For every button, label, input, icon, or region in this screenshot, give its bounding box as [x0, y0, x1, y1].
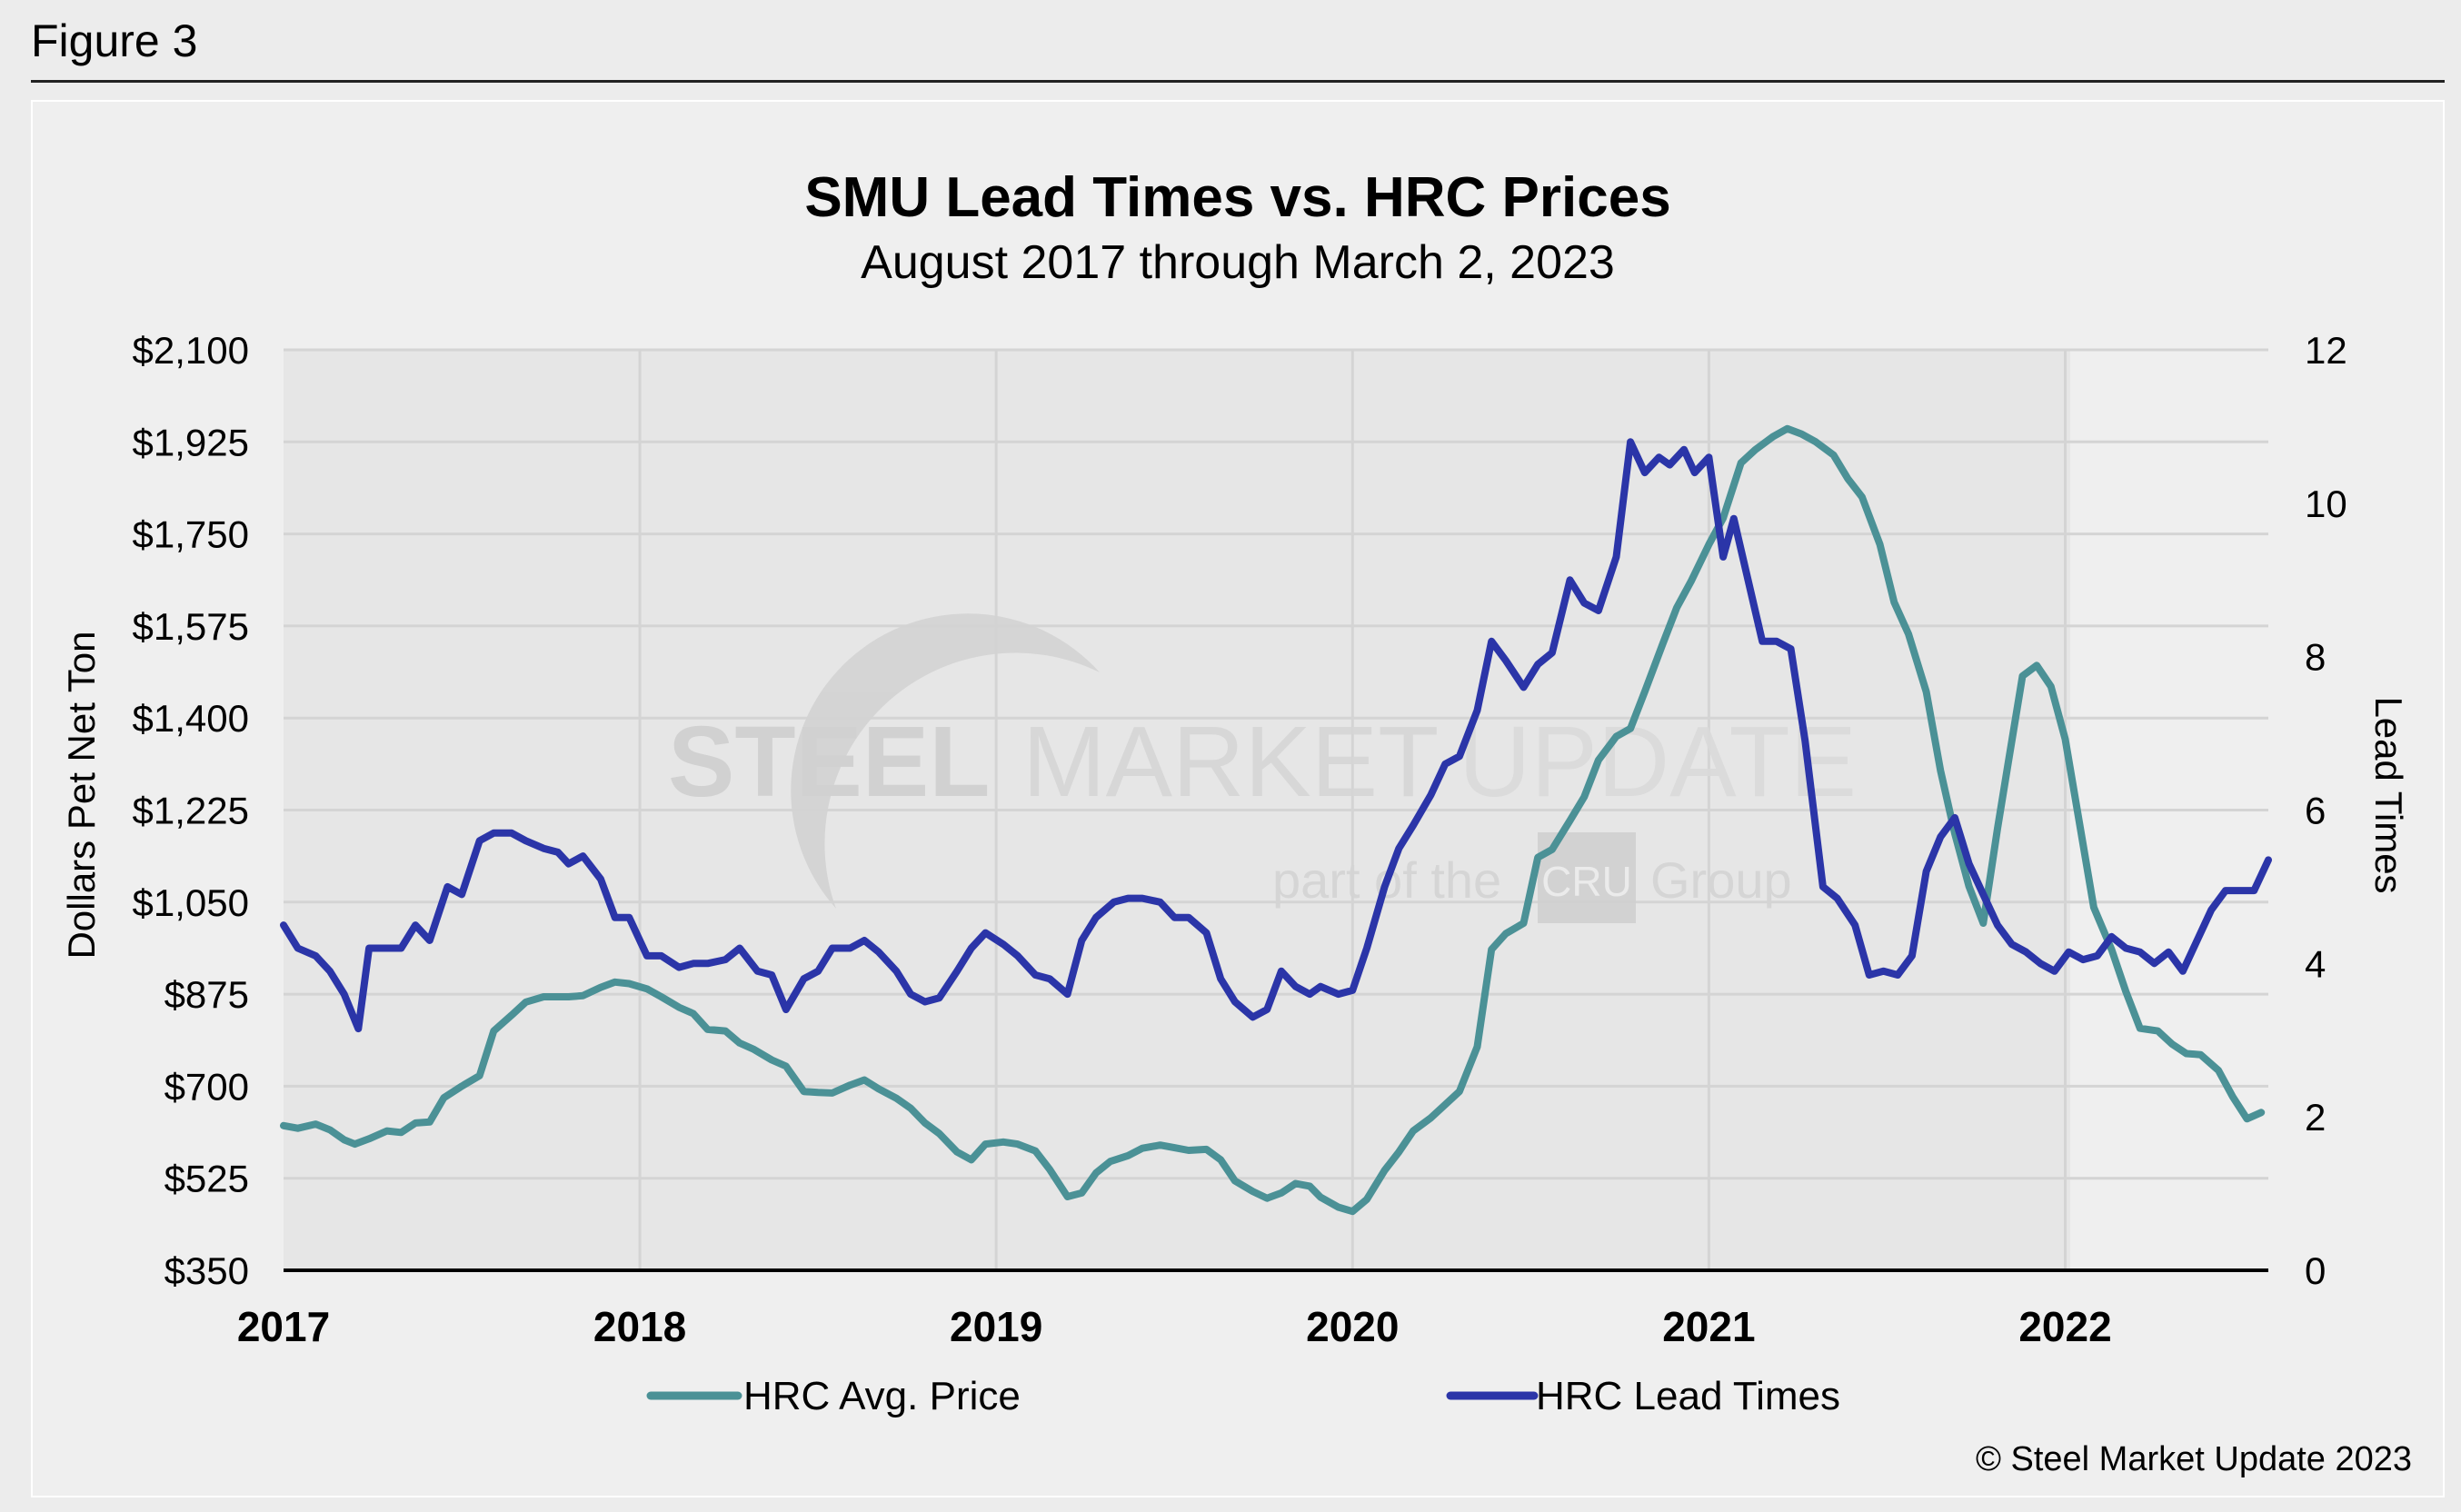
chart-subtitle: August 2017 through March 2, 2023	[861, 236, 1615, 289]
y2-tick-label: 10	[2305, 482, 2347, 525]
x-tick-label: 2019	[950, 1303, 1042, 1350]
series-line-hrc-lead-times	[280, 438, 2272, 1033]
watermark-brand-bold: STEEL	[668, 706, 991, 818]
grid-lines	[284, 348, 2268, 1270]
y2-tick-label: 8	[2305, 636, 2326, 679]
watermark-brand-light: UPDATE	[1459, 706, 1857, 818]
watermark-cru-text: CRU	[1541, 858, 1632, 905]
y-tick-label: $1,750	[133, 513, 249, 556]
x-tick-label: 2017	[237, 1303, 330, 1350]
x-tick-label: 2022	[2018, 1303, 2111, 1350]
y-tick-label: $1,225	[133, 790, 249, 832]
x-tick-label: 2018	[593, 1303, 686, 1350]
y2-tick-label: 6	[2305, 790, 2326, 832]
x-tick-label: 2021	[1662, 1303, 1755, 1350]
legend: HRC Avg. Price HRC Lead Times	[646, 1374, 1840, 1418]
y-tick-label: $1,575	[133, 605, 249, 648]
y2-tick-label: 0	[2305, 1249, 2326, 1292]
legend-lead-label: HRC Lead Times	[1536, 1374, 1840, 1418]
y-tick-label: $2,100	[133, 329, 249, 372]
y-tick-label: $1,925	[133, 421, 249, 463]
y-tick-label: $1,400	[133, 697, 249, 740]
watermark-brand-mid: MARKET	[1022, 706, 1439, 818]
series-group	[280, 424, 2272, 1216]
series-line-hrc-price	[280, 424, 2266, 1216]
legend-price-label: HRC Avg. Price	[743, 1374, 1021, 1418]
x-tick-label: 2020	[1306, 1303, 1399, 1350]
watermark-tag-suffix: Group	[1650, 851, 1792, 909]
watermark-logo-arc	[791, 613, 1100, 909]
chart-title: SMU Lead Times vs. HRC Prices	[804, 166, 1670, 229]
watermark: STEEL MARKET UPDATE part of the CRU Grou…	[668, 613, 1857, 923]
y-tick-label: $525	[164, 1158, 249, 1200]
y-axis-left: $350 $525 $700 $875 $1,050 $1,225 $1,400 $1,575…	[133, 329, 249, 1292]
y-tick-label: $350	[164, 1249, 249, 1292]
x-axis: 2017 2018 2019 2020 2021 2022	[237, 1303, 2112, 1350]
y-tick-label: $700	[164, 1065, 249, 1108]
figure-label: Figure 3	[31, 15, 198, 66]
y2-tick-label: 2	[2305, 1096, 2326, 1139]
y2-tick-label: 12	[2305, 329, 2347, 372]
y-tick-label: $1,050	[133, 881, 249, 924]
y-axis-label: Dollars Pet Net Ton	[60, 631, 103, 959]
y-axis-right: 0 2 4 6 8 10 12	[2305, 329, 2347, 1292]
y-tick-label: $875	[164, 973, 249, 1016]
y2-tick-label: 4	[2305, 942, 2326, 985]
figure-label-rule	[31, 80, 2445, 83]
y2-axis-label: Lead Times	[2367, 696, 2410, 893]
copyright: © Steel Market Update 2023	[1976, 1440, 2412, 1478]
